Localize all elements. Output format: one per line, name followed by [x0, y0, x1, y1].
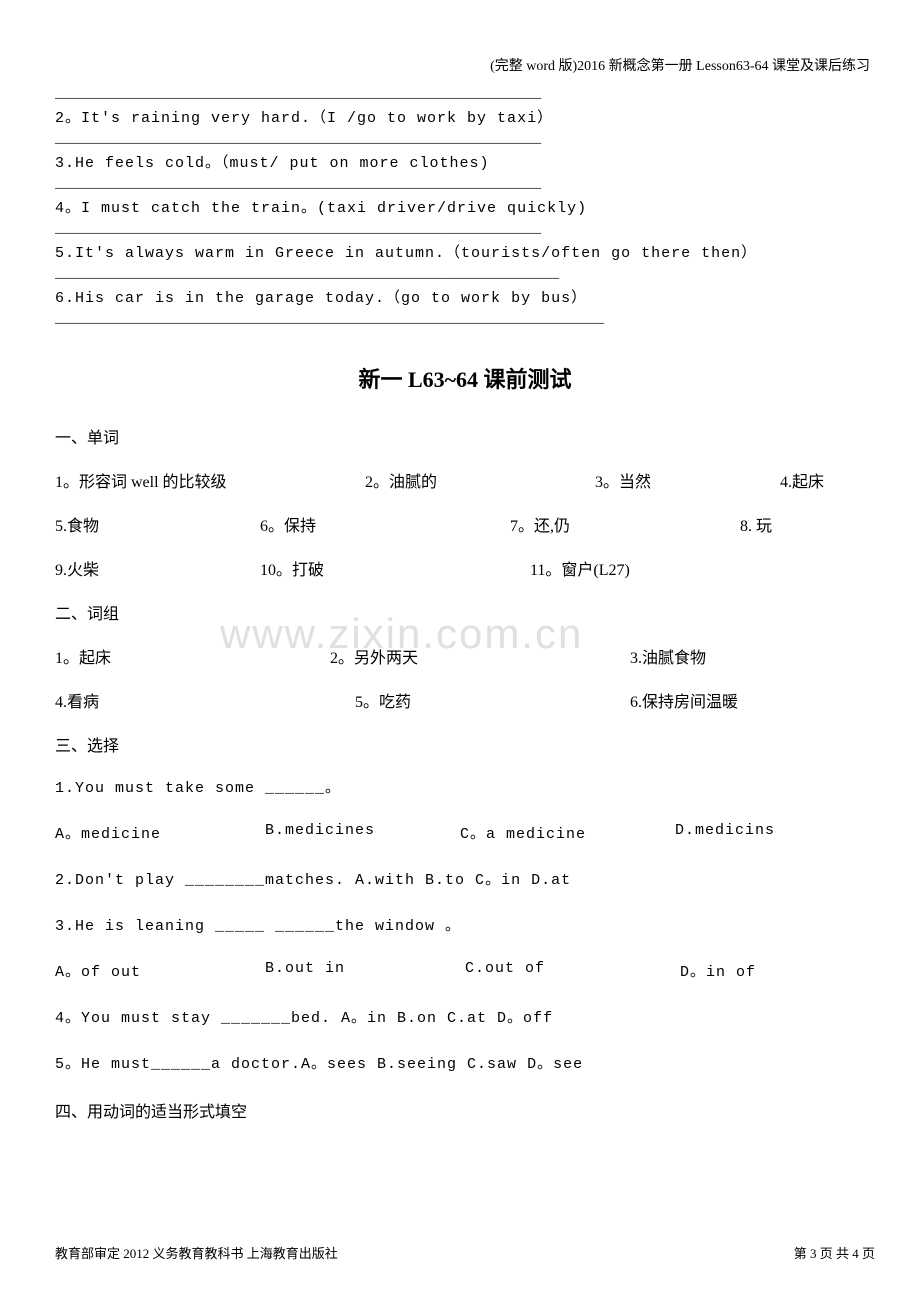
exercise-4: 4。I must catch the train。(taxi driver/dr… — [55, 196, 875, 217]
question-1: 1.You must take some ______。 — [55, 776, 875, 797]
q1-opt-b: B.medicines — [265, 822, 460, 843]
phrase-1-2: 2。另外两天 — [330, 644, 630, 668]
page-footer: 教育部审定 2012 义务教育教科书 上海教育出版社 第 3 页 共 4 页 — [55, 1243, 875, 1262]
vocab-row-3: 9.火柴 10。打破 11。窗户(L27) — [55, 556, 875, 580]
phrase-row-1: 1。起床 2。另外两天 3.油腻食物 — [55, 644, 875, 668]
vocab-1-2: 2。油腻的 — [365, 468, 595, 492]
vocab-1-1: 1。形容词 well 的比较级 — [55, 468, 365, 492]
question-3-options: A。of out B.out in C.out of D。in of — [55, 960, 875, 981]
section2-heading: 二、词组 — [55, 600, 875, 624]
q3-opt-d: D。in of — [680, 960, 756, 981]
section1-heading: 一、单词 — [55, 424, 875, 448]
vocab-2-1: 5.食物 — [55, 512, 260, 536]
q1-opt-d: D.medicins — [675, 822, 775, 843]
exercise-6: 6.His car is in the garage today.（go to … — [55, 286, 875, 307]
blank-line-6: ________________________________________… — [55, 310, 875, 327]
section3-heading: 三、选择 — [55, 732, 875, 756]
vocab-3-3: 11。窗户(L27) — [530, 556, 630, 580]
vocab-1-4: 4.起床 — [780, 468, 824, 492]
q3-opt-c: C.out of — [465, 960, 680, 981]
q1-opt-a: A。medicine — [55, 822, 265, 843]
footer-left: 教育部审定 2012 义务教育教科书 上海教育出版社 — [55, 1243, 338, 1262]
blank-line-5: ________________________________________… — [55, 265, 875, 282]
vocab-2-3: 7。还,仍 — [510, 512, 740, 536]
vocab-row-2: 5.食物 6。保持 7。还,仍 8. 玩 — [55, 512, 875, 536]
phrase-row-2: 4.看病 5。吃药 6.保持房间温暖 — [55, 688, 875, 712]
phrase-2-1: 4.看病 — [55, 688, 355, 712]
blank-line-3: ________________________________________… — [55, 175, 875, 192]
question-3: 3.He is leaning _____ ______the window 。 — [55, 914, 875, 935]
q1-opt-c: C。a medicine — [460, 822, 675, 843]
footer-right: 第 3 页 共 4 页 — [794, 1243, 875, 1262]
blank-line-2: ________________________________________… — [55, 130, 875, 147]
blank-line-1: ________________________________________… — [55, 85, 875, 102]
vocab-3-2: 10。打破 — [260, 556, 530, 580]
question-5: 5。He must______a doctor.A。sees B.seeing … — [55, 1052, 875, 1073]
question-4: 4。You must stay _______bed. A。in B.on C.… — [55, 1006, 875, 1027]
vocab-row-1: 1。形容词 well 的比较级 2。油腻的 3。当然 4.起床 — [55, 468, 875, 492]
blank-line-4: ________________________________________… — [55, 220, 875, 237]
question-2: 2.Don't play ________matches. A.with B.t… — [55, 868, 875, 889]
vocab-2-4: 8. 玩 — [740, 512, 772, 536]
question-1-options: A。medicine B.medicines C。a medicine D.me… — [55, 822, 875, 843]
exercise-3: 3.He feels cold。（must/ put on more cloth… — [55, 151, 875, 172]
q3-opt-a: A。of out — [55, 960, 265, 981]
section-title: 新一 L63~64 课前测试 — [55, 362, 875, 394]
section4-heading: 四、用动词的适当形式填空 — [55, 1098, 875, 1122]
exercise-5: 5.It's always warm in Greece in autumn.（… — [55, 241, 875, 262]
page-content: (完整 word 版)2016 新概念第一册 Lesson63-64 课堂及课后… — [55, 55, 875, 1122]
q3-opt-b: B.out in — [265, 960, 465, 981]
vocab-3-1: 9.火柴 — [55, 556, 260, 580]
phrase-1-3: 3.油腻食物 — [630, 644, 706, 668]
vocab-1-3: 3。当然 — [595, 468, 780, 492]
phrase-2-3: 6.保持房间温暖 — [630, 688, 738, 712]
exercise-2: 2。It's raining very hard.（I /go to work … — [55, 106, 875, 127]
header-title: (完整 word 版)2016 新概念第一册 Lesson63-64 课堂及课后… — [55, 55, 875, 75]
vocab-2-2: 6。保持 — [260, 512, 510, 536]
phrase-1-1: 1。起床 — [55, 644, 330, 668]
phrase-2-2: 5。吃药 — [355, 688, 630, 712]
